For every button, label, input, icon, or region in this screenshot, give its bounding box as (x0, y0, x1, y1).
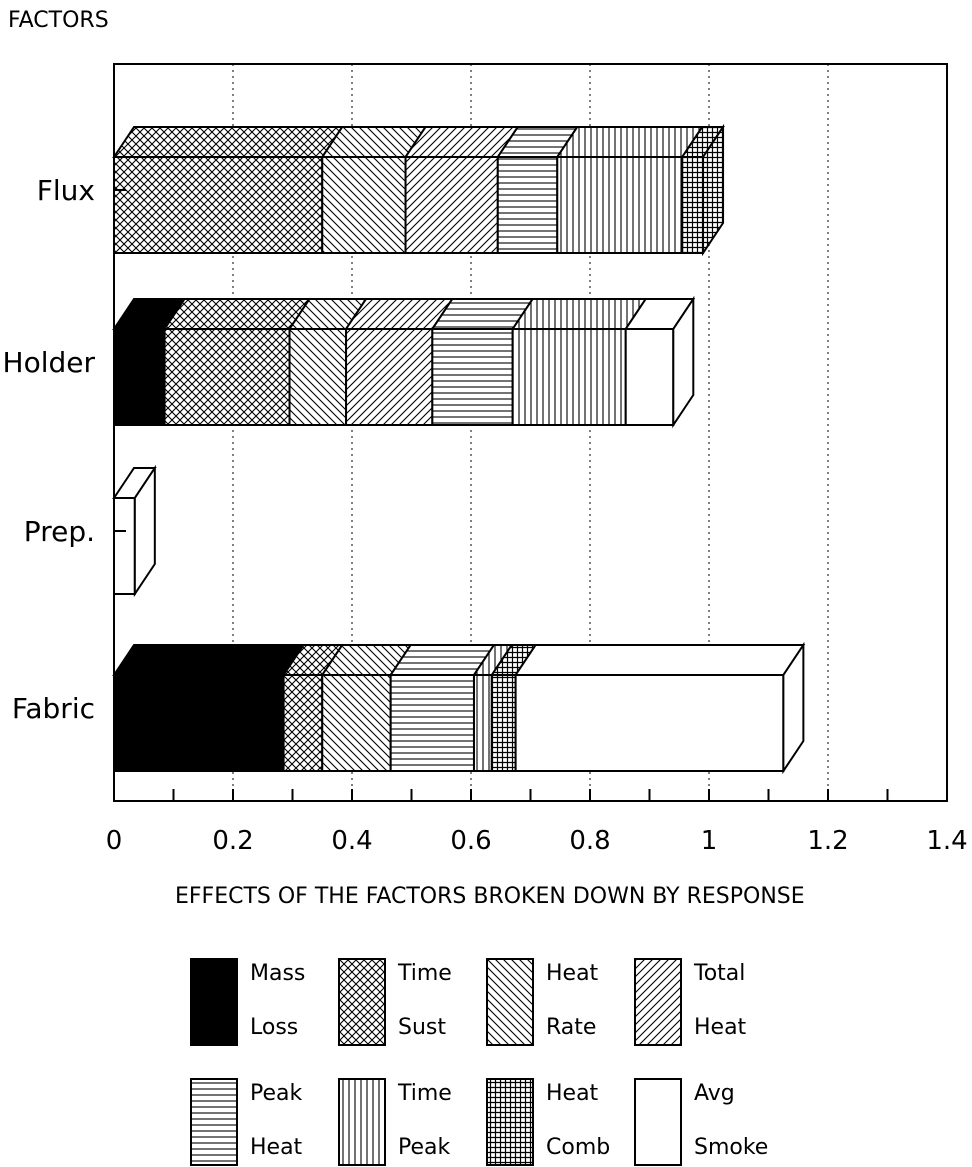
legend-item: Peak Heat (190, 1075, 340, 1167)
legend-label-line1: Time (398, 1081, 452, 1106)
legend-label-line1: Total (694, 961, 746, 986)
bar-segment (511, 328, 627, 426)
y-tick-label: Fabric (12, 692, 95, 725)
bar-segment-top (112, 644, 306, 676)
legend-swatch (634, 958, 682, 1046)
bar-segment (496, 156, 559, 254)
bar-segment (556, 156, 684, 254)
bar-segment (321, 674, 392, 772)
legend-item: Mass Loss (190, 955, 340, 1047)
bar-holder (112, 295, 696, 429)
x-axis-title: EFFECTS OF THE FACTORS BROKEN DOWN BY RE… (175, 884, 805, 909)
x-tick-label: 0 (106, 826, 123, 856)
chart: 0 0.2 0.4 0.6 0.8 1 1.2 1.4 Flux Holder Prep. Fabri… (3, 63, 968, 856)
bar-segment-top (555, 126, 705, 158)
bar-segment-top (513, 644, 806, 676)
legend: Mass Loss Time Sust Heat Rate Total Heat Peak Hea… (190, 955, 810, 1167)
x-tick-label: 0.2 (212, 826, 253, 856)
legend-item: Time Sust (338, 955, 488, 1047)
bar-segment (113, 328, 166, 426)
legend-label-line1: Heat (546, 961, 599, 986)
y-tick-label: Prep. (24, 515, 95, 548)
bar-segment-side (672, 295, 695, 429)
legend-swatch (338, 958, 386, 1046)
bar-segment (389, 674, 475, 772)
legend-label-line2: Heat (694, 1015, 747, 1040)
bars (112, 123, 806, 775)
bar-segment-top (162, 298, 312, 330)
legend-label-line1: Heat (546, 1081, 599, 1106)
y-axis-title: FACTORS (8, 8, 109, 33)
bar-segment-side (133, 464, 156, 598)
bar-segment (163, 328, 291, 426)
legend-label-line1: Time (398, 961, 452, 986)
legend-label-line2: Comb (546, 1135, 611, 1160)
bar-segment (321, 156, 407, 254)
legend-label-line1: Peak (250, 1081, 303, 1106)
legend-label-line2: Peak (398, 1135, 451, 1160)
bar-segment-top (510, 298, 648, 330)
legend-label-line2: Heat (250, 1135, 303, 1160)
bar-flux (112, 123, 725, 257)
legend-label-line1: Avg (694, 1081, 735, 1106)
legend-label-line2: Smoke (694, 1135, 769, 1160)
x-tick-label: 1.2 (807, 826, 848, 856)
legend-label-line2: Sust (398, 1015, 446, 1040)
bar-segment (490, 674, 517, 772)
legend-swatch (486, 958, 534, 1046)
legend-item: Avg Smoke (634, 1075, 784, 1167)
x-tick-label: 0.6 (450, 826, 491, 856)
bar-segment (472, 674, 493, 772)
bar-segment (345, 328, 434, 426)
bar-segment (113, 674, 285, 772)
y-tick-label: Flux (37, 174, 95, 207)
x-tick-label: 1.4 (926, 826, 967, 856)
legend-swatch (190, 1078, 238, 1166)
legend-label-line1: Mass (250, 961, 306, 986)
bar-segment (282, 674, 324, 772)
x-tick-label: 0.8 (569, 826, 610, 856)
legend-swatch (634, 1078, 682, 1166)
x-tick-label: 1 (701, 826, 718, 856)
legend-item: Heat Comb (486, 1075, 636, 1167)
bar-fabric (112, 641, 806, 775)
legend-label-line2: Loss (250, 1015, 299, 1040)
bar-segment (681, 156, 705, 254)
bar-segment (624, 328, 675, 426)
bar-segment (113, 497, 136, 595)
bar-segment-top (112, 126, 345, 158)
bar-segment-side (782, 641, 805, 775)
bar-segment (113, 156, 324, 254)
legend-item: Heat Rate (486, 955, 636, 1047)
bar-segment (288, 328, 348, 426)
legend-item: Total Heat (634, 955, 784, 1047)
axis-ticks: 0 0.2 0.4 0.6 0.8 1 1.2 1.4 Flux Holder Prep. Fabri… (3, 174, 968, 856)
legend-swatch (338, 1078, 386, 1166)
legend-swatch (486, 1078, 534, 1166)
bar-prep (112, 464, 157, 598)
x-tick-label: 0.4 (331, 826, 372, 856)
bar-segment (514, 674, 785, 772)
legend-label-line2: Rate (546, 1015, 597, 1040)
bar-segment (404, 156, 499, 254)
bar-segment (431, 328, 514, 426)
legend-swatch (190, 958, 238, 1046)
legend-item: Time Peak (338, 1075, 488, 1167)
bar-segment-side (702, 123, 725, 257)
y-tick-label: Holder (3, 346, 96, 379)
